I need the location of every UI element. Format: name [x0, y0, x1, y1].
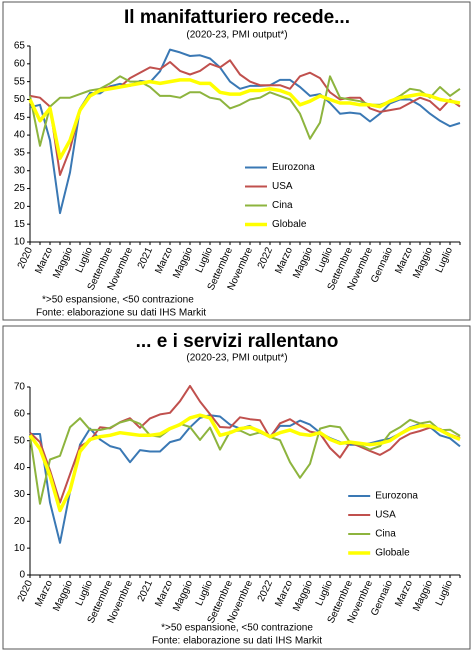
series-line — [29, 417, 461, 505]
legend-label: Eurozona — [375, 491, 418, 502]
footnote: Fonte: elaborazione su dati IHS Markit — [36, 308, 206, 319]
series-line — [28, 413, 461, 513]
legend-label: Eurozona — [272, 162, 315, 173]
legend-label: Cina — [375, 529, 396, 540]
footnote: *>50 espansione, <50 contrazione — [42, 295, 194, 306]
series-line — [28, 78, 461, 161]
y-tick-label: 70 — [14, 382, 26, 393]
y-tick-label: 65 — [14, 41, 26, 52]
y-tick-label: 30 — [14, 165, 26, 176]
chart-subtitle: (2020-23, PMI output*) — [186, 30, 287, 41]
legend-label: Globale — [272, 219, 307, 230]
y-tick-label: 55 — [14, 76, 26, 87]
y-tick-label: 50 — [14, 94, 26, 105]
legend-label: Globale — [375, 548, 410, 559]
legend-label: USA — [272, 181, 293, 192]
panel-frame — [2, 1, 471, 321]
y-tick-label: 15 — [14, 219, 26, 230]
footnote: *>50 espansione, <50 contrazione — [161, 623, 313, 634]
y-tick-label: 40 — [14, 462, 26, 473]
y-tick-label: 20 — [14, 201, 26, 212]
y-tick-label: 10 — [14, 543, 26, 554]
y-tick-label: 35 — [14, 148, 26, 159]
series-line — [29, 48, 461, 215]
chart-title: Il manifatturiero recede... — [124, 7, 350, 28]
chart-title: ... e i servizi rallentano — [136, 331, 339, 352]
y-tick-label: 40 — [14, 130, 26, 141]
series-line — [29, 384, 461, 504]
footnote: Fonte: elaborazione su dati IHS Markit — [152, 636, 322, 647]
chart-subtitle: (2020-23, PMI output*) — [186, 353, 287, 364]
y-tick-label: 45 — [14, 112, 26, 123]
legend-label: USA — [375, 510, 396, 521]
y-tick-label: 20 — [14, 516, 26, 527]
y-tick-label: 50 — [14, 435, 26, 446]
panel-frame — [2, 325, 471, 650]
y-tick-label: 10 — [14, 237, 26, 248]
legend-label: Cina — [272, 200, 293, 211]
y-tick-label: 25 — [14, 183, 26, 194]
y-tick-label: 60 — [14, 408, 26, 419]
y-tick-label: 0 — [19, 570, 25, 581]
y-tick-label: 30 — [14, 489, 26, 500]
y-tick-label: 60 — [14, 58, 26, 69]
